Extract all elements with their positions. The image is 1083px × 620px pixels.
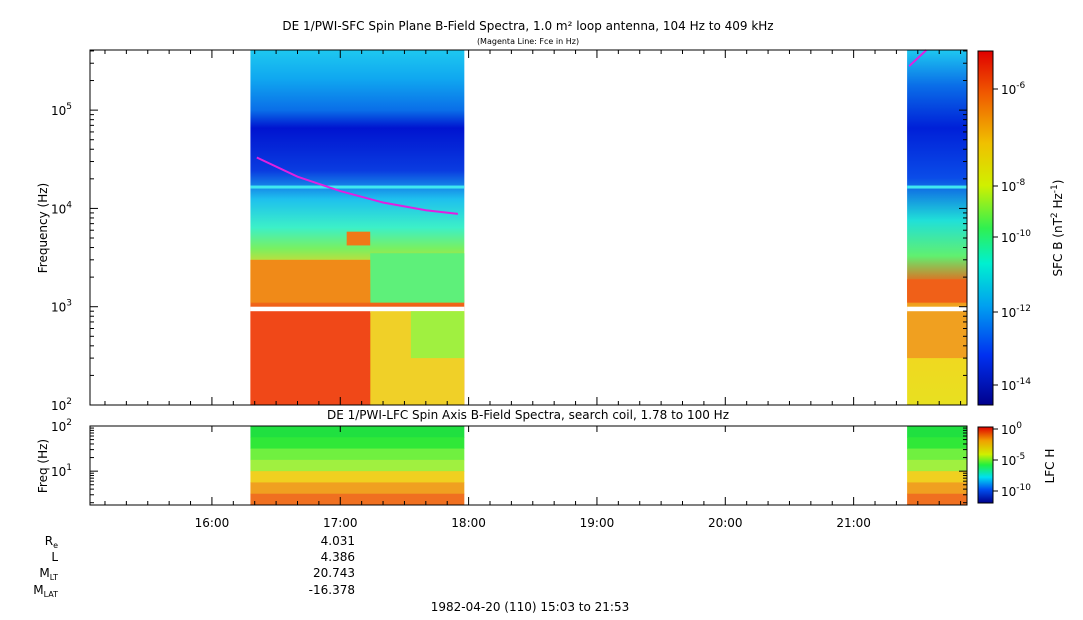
lfc-colorbar-ticks: 100 10-5 10-10: [993, 421, 1031, 499]
sfc-interference-line: [907, 185, 967, 189]
ephemeris-table: Re 4.031 L 4.386 MLT 20.743 MLAT -16.378: [33, 534, 355, 599]
lfc-data-intervals: [250, 426, 967, 506]
lfc-spectral-band: [250, 459, 465, 472]
sfc-colorbar-tick-label: 10-12: [1001, 304, 1031, 320]
sfc-subtitle: (Magenta Line: Fce in Hz): [477, 37, 579, 46]
lfc-colorbar: 100 10-5 10-10 LFC H: [977, 421, 1057, 504]
lfc-colorbar-gradient: [977, 426, 994, 504]
sfc-colorbar-tick-label: 10-6: [1001, 81, 1026, 97]
sfc-orange-region: [250, 259, 371, 303]
lfc-title: DE 1/PWI-LFC Spin Axis B-Field Spectra, …: [327, 408, 729, 422]
fce-line: [256, 156, 459, 215]
x-tick-label: 16:00: [195, 516, 230, 530]
lfc-colorbar-tick-label: 10-10: [1001, 483, 1031, 499]
x-tick-label: 18:00: [451, 516, 486, 530]
sfc-green-lower-region: [410, 311, 465, 359]
sfc-green-region: [370, 253, 465, 303]
x-tick-label: 21:00: [836, 516, 871, 530]
sfc-colorbar-tick-label: 10-14: [1001, 377, 1031, 393]
lfc-colorbar-tick-label: 100: [1001, 421, 1022, 437]
lfc-y-tick-label: 102: [51, 418, 72, 434]
x-tick-label: 19:00: [580, 516, 615, 530]
sfc-y-tick-label: 105: [51, 102, 72, 118]
ephemeris-value: -16.378: [309, 583, 355, 597]
sfc-colorbar-label: SFC B (nT2 Hz-1): [1050, 180, 1065, 277]
ephemeris-label: MLAT: [33, 583, 58, 599]
sfc-colorbar-tick-label: 10-10: [1001, 229, 1031, 245]
sfc-colorbar-tick-label: 10-8: [1001, 178, 1026, 194]
lfc-spectral-band: [250, 493, 465, 506]
sfc-colorbar-gradient: [977, 50, 994, 406]
sfc-orange-patch: [907, 279, 967, 303]
sfc-y-tick-label: 102: [51, 397, 72, 413]
lfc-spectral-band: [250, 482, 465, 495]
lfc-colorbar-label: LFC H: [1043, 449, 1057, 484]
sfc-y-tick-label: 103: [51, 299, 72, 315]
ephemeris-label: MLT: [39, 566, 58, 582]
sfc-y-axis-label: Frequency (Hz): [36, 183, 50, 274]
lfc-colorbar-tick-label: 10-5: [1001, 452, 1025, 468]
lfc-spectrogram-panel: 101 102 Freq (Hz) 16:00 17:00 18:00 19:00 20:…: [36, 50, 968, 530]
time-range-footer: 1982-04-20 (110) 15:03 to 21:53: [431, 600, 629, 614]
ephemeris-label: Re: [45, 534, 58, 550]
lfc-y-axis-label: Freq (Hz): [36, 439, 50, 493]
sfc-colorbar: 10-6 10-8 10-10 10-12 10-14 SFC B (nT2 Hz-1): [977, 50, 1065, 406]
lfc-spectral-band: [907, 459, 967, 472]
lfc-y-axis: 101 102: [51, 418, 967, 504]
lfc-plot-frame: [89, 425, 968, 506]
sfc-spectral-features: [250, 185, 967, 405]
sfc-plot-area: [90, 50, 967, 405]
ephemeris-value: 4.031: [321, 534, 355, 548]
sfc-orange-patch: [346, 231, 371, 246]
ephemeris-value: 20.743: [313, 566, 355, 580]
sfc-title: DE 1/PWI-SFC Spin Plane B-Field Spectra,…: [282, 19, 773, 33]
lfc-spectral-band: [250, 437, 465, 450]
fce-line: [908, 49, 928, 67]
sfc-y-axis: 102 103 104 105: [51, 50, 967, 413]
lfc-spectral-band: [250, 471, 465, 483]
x-tick-label: 20:00: [708, 516, 743, 530]
lfc-plot-area: [90, 426, 967, 505]
sfc-plot-frame: [89, 49, 968, 406]
sfc-y-tick-label: 104: [51, 200, 72, 216]
lfc-spectral-band: [907, 437, 967, 450]
sfc-interference-line: [250, 185, 465, 189]
lfc-spectral-band: [907, 482, 967, 495]
lfc-spectral-band: [250, 448, 465, 461]
ephemeris-value: 4.386: [321, 550, 355, 564]
sfc-band-gap: [907, 306, 967, 313]
x-tick-label: 17:00: [323, 516, 358, 530]
sfc-red-region: [250, 311, 371, 405]
sfc-colorbar-ticks: 10-6 10-8 10-10 10-12 10-14: [993, 81, 1031, 393]
sfc-orange-region: [907, 311, 967, 359]
lfc-y-tick-label: 101: [51, 463, 72, 479]
lfc-spectral-band: [907, 493, 967, 506]
lfc-spectral-band: [907, 426, 967, 438]
sfc-band-gap: [250, 306, 465, 313]
ephemeris-label: L: [51, 550, 58, 564]
sfc-spectrogram-panel: 102 103 104 105 Frequency (Hz): [36, 49, 968, 413]
x-axis: 16:00 17:00 18:00 19:00 20:00 21:00: [104, 50, 962, 530]
lfc-spectral-band: [250, 426, 465, 438]
lfc-spectral-band: [907, 448, 967, 461]
lfc-spectral-band: [907, 471, 967, 483]
